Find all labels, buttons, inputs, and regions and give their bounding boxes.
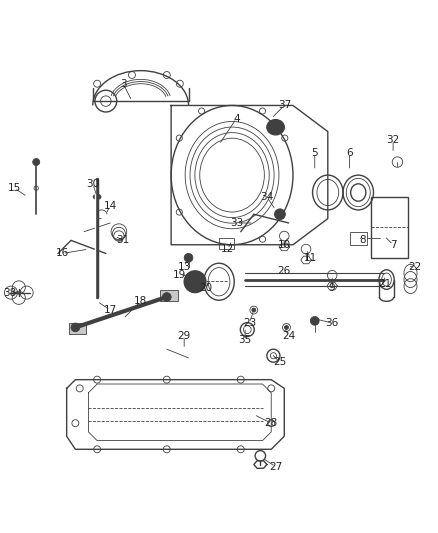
Bar [219, 238, 234, 249]
Text: 26: 26 [278, 266, 291, 276]
Text: 28: 28 [265, 418, 278, 428]
Text: 11: 11 [304, 253, 317, 263]
Text: 16: 16 [56, 248, 69, 259]
Text: 6: 6 [346, 148, 353, 158]
Text: 25: 25 [273, 357, 286, 367]
Bar [160, 290, 178, 301]
Text: 31: 31 [117, 236, 130, 245]
Ellipse shape [93, 194, 101, 199]
Text: 13: 13 [177, 262, 191, 271]
Text: 38: 38 [4, 288, 17, 297]
Text: 32: 32 [386, 135, 400, 146]
Text: 4: 4 [233, 114, 240, 124]
Text: 27: 27 [269, 462, 282, 472]
Text: 37: 37 [278, 100, 291, 110]
Text: 15: 15 [8, 183, 21, 193]
Text: 8: 8 [359, 236, 366, 245]
Ellipse shape [285, 326, 288, 329]
Text: 9: 9 [329, 283, 336, 293]
Text: 7: 7 [390, 240, 396, 250]
Text: 20: 20 [199, 283, 212, 293]
Circle shape [184, 271, 206, 293]
Circle shape [71, 323, 80, 332]
Text: 23: 23 [243, 318, 256, 328]
Text: 24: 24 [282, 331, 295, 341]
Text: 5: 5 [311, 148, 318, 158]
Text: 14: 14 [103, 200, 117, 211]
Text: 22: 22 [408, 262, 421, 271]
Bar [371, 197, 408, 258]
Ellipse shape [252, 308, 256, 312]
Text: 33: 33 [230, 218, 243, 228]
Circle shape [311, 317, 319, 325]
Circle shape [162, 293, 171, 301]
Ellipse shape [267, 119, 284, 135]
Text: 35: 35 [238, 335, 252, 345]
Text: 19: 19 [173, 270, 187, 280]
Bar [350, 232, 367, 245]
Ellipse shape [275, 209, 286, 220]
Text: 36: 36 [325, 318, 339, 328]
Text: 29: 29 [177, 331, 191, 341]
Bar [69, 323, 86, 334]
Text: 34: 34 [260, 192, 273, 202]
Text: 21: 21 [378, 279, 391, 289]
Text: 18: 18 [134, 296, 147, 306]
Text: 30: 30 [86, 179, 99, 189]
Text: 3: 3 [120, 79, 127, 88]
Text: 12: 12 [221, 244, 234, 254]
Text: 10: 10 [278, 240, 291, 250]
Circle shape [33, 158, 40, 166]
Text: 17: 17 [103, 305, 117, 315]
Circle shape [184, 254, 193, 262]
